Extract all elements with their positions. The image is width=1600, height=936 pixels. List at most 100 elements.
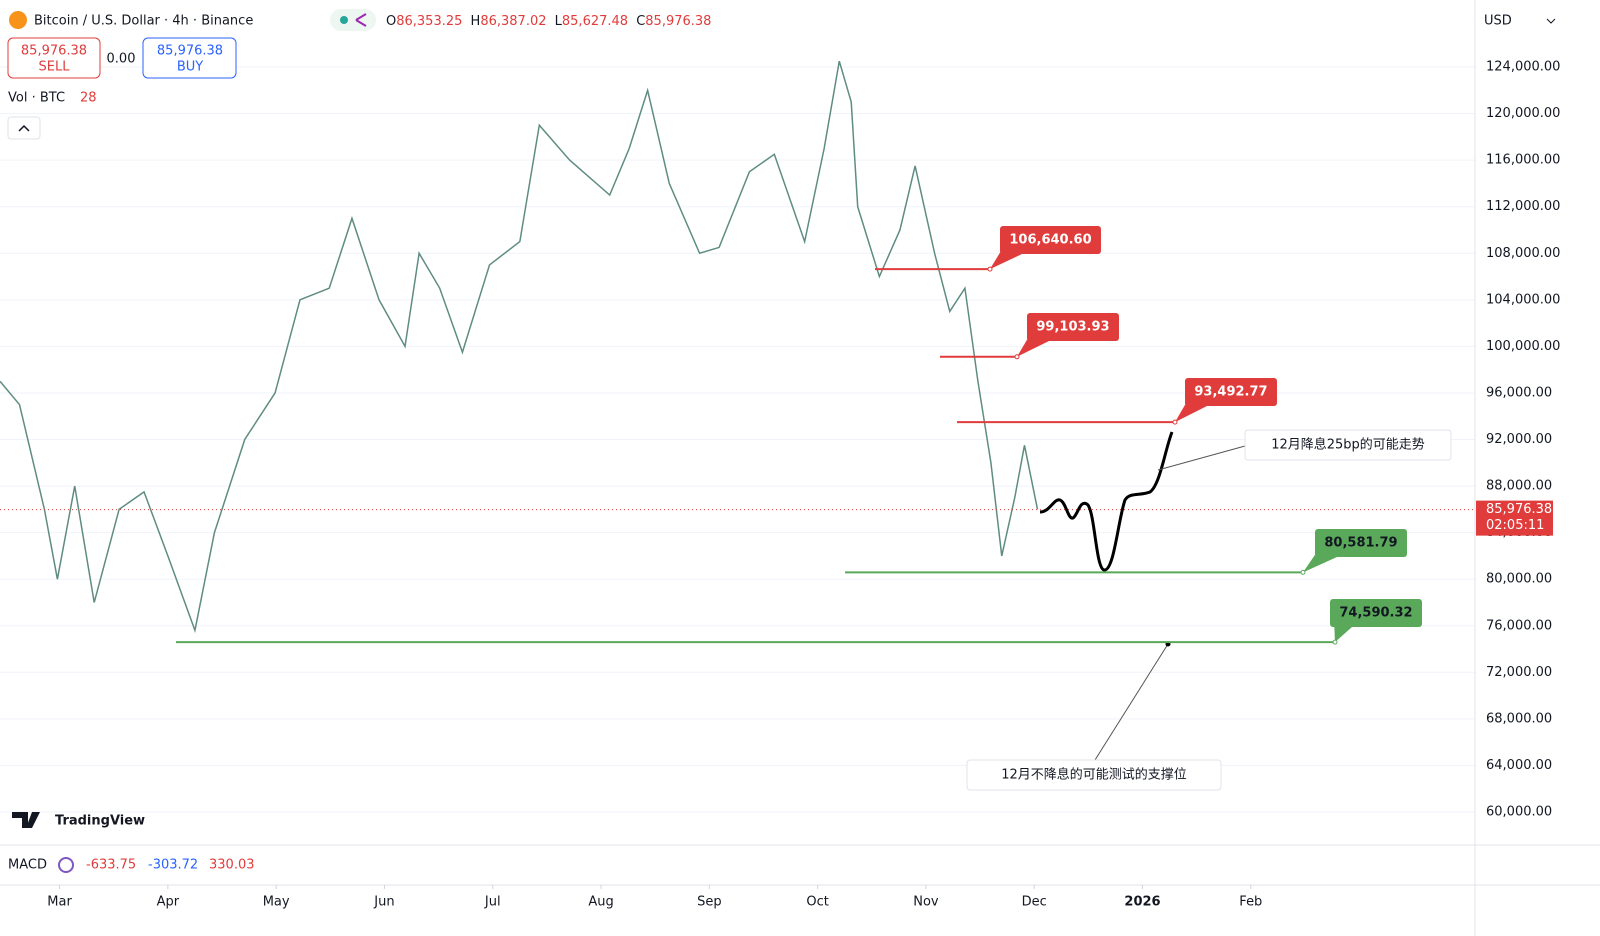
- y-tick-label: 104,000.00: [1486, 292, 1560, 307]
- sell-button[interactable]: 85,976.38 SELL: [7, 37, 101, 79]
- macd-label: MACD: [8, 858, 47, 873]
- level-label: 93,492.77: [1194, 385, 1267, 400]
- spread: 0.00: [107, 52, 136, 67]
- y-tick-label: 96,000.00: [1486, 385, 1552, 400]
- last-price-tag: [1476, 500, 1553, 536]
- ohlc: O86,353.25 H86,387.02 L85,627.48 C85,976…: [386, 14, 711, 29]
- symbol-title: Bitcoin / U.S. Dollar · 4h · Binance: [34, 14, 253, 29]
- volume-value: 28: [80, 91, 97, 106]
- callout-text: 12月降息25bp的可能走势: [1271, 437, 1425, 453]
- price-line: [0, 60, 1039, 634]
- sell-price[interactable]: 85,976.38: [21, 44, 87, 59]
- x-tick-label: Aug: [588, 895, 613, 910]
- price-axis-bg: [1475, 0, 1600, 936]
- callout-box: [1244, 429, 1452, 461]
- projection-curve: [1039, 431, 1174, 572]
- buy-box[interactable]: [142, 37, 237, 79]
- x-tick-label: Dec: [1022, 895, 1047, 910]
- level-label: 106,640.60: [1009, 233, 1091, 248]
- status-pill: [330, 9, 376, 31]
- level-dot: [1172, 419, 1178, 425]
- buy-button[interactable]: 85,976.38 BUY: [142, 37, 237, 79]
- sell-label[interactable]: SELL: [39, 60, 71, 75]
- brand-logo: [12, 812, 40, 828]
- x-tick-label: May: [263, 895, 290, 910]
- level-dot: [1300, 569, 1306, 575]
- x-tick-label: Oct: [806, 895, 828, 910]
- level-tag: [1330, 599, 1422, 627]
- ohlc-label: H: [471, 14, 481, 29]
- leader-line: [1094, 643, 1169, 761]
- level-dot: [987, 266, 993, 272]
- y-tick-label: 92,000.00: [1486, 432, 1552, 447]
- ohlc-label: C: [636, 14, 645, 29]
- currency-select[interactable]: USD: [1478, 6, 1562, 34]
- level-label: 99,103.93: [1036, 320, 1109, 335]
- sell-box[interactable]: [7, 37, 101, 79]
- ohlc-value: 86,387.02: [480, 14, 546, 29]
- y-tick-label: 68,000.00: [1486, 711, 1552, 726]
- level-label: 80,581.79: [1324, 536, 1397, 551]
- y-tick-label: 64,000.00: [1486, 758, 1552, 773]
- y-tick-label: 72,000.00: [1486, 665, 1552, 680]
- ohlc-value: 85,976.38: [645, 14, 711, 29]
- collapse-box[interactable]: [7, 116, 41, 140]
- callout-text: 12月不降息的可能测试的支撑位: [1001, 767, 1187, 783]
- level-tag: [1315, 529, 1407, 557]
- y-tick-label: 112,000.00: [1486, 199, 1560, 214]
- y-tick-label: 124,000.00: [1486, 60, 1560, 75]
- plot: [0, 60, 1475, 634]
- y-tick-label: 100,000.00: [1486, 339, 1560, 354]
- macd-value: -633.75: [86, 858, 136, 873]
- brand: TradingView: [55, 814, 145, 829]
- macd-value: 330.03: [209, 858, 255, 873]
- level-tag: [1000, 226, 1101, 254]
- level-dot: [1014, 354, 1020, 360]
- x-tick-label: Feb: [1239, 895, 1262, 910]
- x-tick-label: 2026: [1124, 895, 1160, 910]
- ohlc-value: 86,353.25: [396, 14, 462, 29]
- y-tick-label: 108,000.00: [1486, 246, 1560, 261]
- level-dot: [1332, 639, 1338, 645]
- level-label: 74,590.32: [1339, 606, 1412, 621]
- x-tick-label: Mar: [47, 895, 72, 910]
- grid: [0, 66, 1475, 813]
- x-tick-label: Jul: [484, 895, 501, 910]
- level-tag: [1185, 378, 1277, 406]
- chevron[interactable]: [18, 124, 30, 132]
- leader-line: [1157, 445, 1246, 471]
- callout-box: [966, 759, 1222, 791]
- countdown: 02:05:11: [1486, 518, 1544, 533]
- y-tick-label: 80,000.00: [1486, 572, 1552, 587]
- chevron[interactable]: [1546, 18, 1556, 24]
- y-tick-label: 120,000.00: [1486, 106, 1560, 121]
- y-tick-label: 116,000.00: [1486, 153, 1560, 168]
- macd-icon: [58, 857, 74, 873]
- x-tick-label: Jun: [373, 895, 394, 910]
- ohlc-label: O: [386, 14, 396, 29]
- last-price-label: 85,976.38: [1486, 502, 1552, 517]
- buy-price[interactable]: 85,976.38: [157, 44, 223, 59]
- coin-icon: [9, 11, 27, 29]
- level-tag: [1027, 313, 1119, 341]
- macd-value: -303.72: [148, 858, 198, 873]
- ohlc-label: L: [555, 14, 563, 29]
- collapse-button[interactable]: [7, 116, 41, 140]
- volume-label: Vol · BTC: [8, 91, 65, 106]
- status-dot: [340, 16, 348, 24]
- y-tick-label: 76,000.00: [1486, 618, 1552, 633]
- y-tick-label: 60,000.00: [1486, 804, 1552, 819]
- ohlc-value: 85,627.48: [562, 14, 628, 29]
- x-tick-label: Nov: [913, 895, 939, 910]
- share-icon: [355, 13, 367, 27]
- buy-label[interactable]: BUY: [177, 60, 203, 75]
- x-tick-label: Apr: [157, 895, 180, 910]
- x-tick-label: Sep: [697, 895, 722, 910]
- currency[interactable]: USD: [1484, 14, 1512, 29]
- y-tick-label: 88,000.00: [1486, 479, 1552, 494]
- currency-box[interactable]: [1478, 6, 1562, 34]
